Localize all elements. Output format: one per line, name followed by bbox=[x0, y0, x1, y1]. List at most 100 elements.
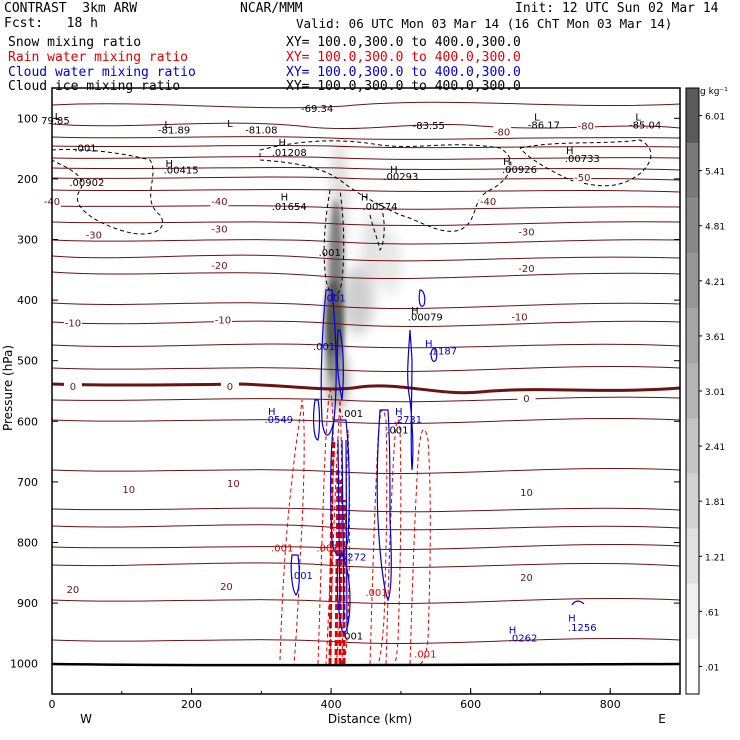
colorbar-swatch bbox=[686, 583, 699, 639]
temperature-label: 20 bbox=[220, 582, 233, 593]
extremum-label: .01654 bbox=[272, 202, 307, 213]
colorbar-label: 2.41 bbox=[705, 443, 725, 453]
field-cloudice-label: Cloud ice mixing ratio bbox=[8, 79, 181, 94]
x-axis-label: Distance (km) bbox=[328, 712, 412, 726]
x-tick-label: 600 bbox=[460, 698, 481, 711]
extremum-label: H bbox=[279, 138, 287, 149]
extremum-label: L bbox=[227, 119, 233, 130]
colorbar-swatch bbox=[686, 638, 699, 694]
extremum-label: .001 bbox=[319, 248, 341, 259]
colorbar: .01 .61 1.21 1.81 2.41 3.01 3.61 4.21 4.81 5.41 6.… bbox=[685, 87, 725, 695]
extremum-label: .00926 bbox=[502, 165, 537, 176]
y-tick-label: 800 bbox=[17, 537, 38, 550]
y-tick-label: 400 bbox=[17, 294, 38, 307]
temp-label-bg bbox=[217, 580, 236, 592]
colorbar-label: 5.41 bbox=[705, 168, 725, 178]
x-axis: 0 200 400 600 800 bbox=[49, 688, 681, 711]
colorbar-label: .01 bbox=[705, 663, 719, 673]
temp-label-bg bbox=[573, 171, 592, 183]
temperature-labels: -80-80-50-40 -40 -40-30-30 -30-20 -20-10 -10-… bbox=[43, 120, 595, 596]
colorbar-label: 3.01 bbox=[705, 388, 725, 398]
x-tick-label: 400 bbox=[321, 698, 342, 711]
temp-label-bg bbox=[479, 196, 498, 208]
temp-label-bg bbox=[210, 259, 229, 271]
temp-label-bg bbox=[517, 262, 536, 274]
temp-label-bg bbox=[517, 487, 536, 499]
colorbar-swatch bbox=[686, 418, 699, 474]
center-title: NCAR/MMM bbox=[240, 1, 303, 16]
temp-label-bg bbox=[119, 483, 138, 495]
extremum-label: .001 bbox=[365, 588, 387, 599]
temp-label-bg bbox=[213, 314, 232, 326]
extremum-label: .00293 bbox=[383, 172, 418, 183]
temperature-label: -50 bbox=[574, 173, 590, 184]
temp-label-bg bbox=[576, 120, 595, 132]
colorbar-label: 3.61 bbox=[705, 333, 725, 343]
extremum-label: .00574 bbox=[362, 202, 397, 213]
temp-label-bg bbox=[210, 223, 229, 235]
temp-label-bg bbox=[210, 196, 229, 208]
extremum-label: .01208 bbox=[272, 148, 307, 159]
extremum-label: .001 bbox=[291, 571, 313, 582]
extremum-label: H bbox=[568, 613, 576, 624]
temp-label-bg bbox=[224, 477, 243, 489]
extremum-label: L bbox=[164, 120, 170, 131]
colorbar-label: 1.21 bbox=[705, 553, 725, 563]
temperature-label: -30 bbox=[518, 227, 534, 238]
colorbar-unit: g kg⁻¹ bbox=[700, 87, 728, 97]
temp-label-bg bbox=[220, 380, 239, 392]
extremum-label: H bbox=[411, 306, 419, 317]
y-tick-label: 300 bbox=[17, 234, 38, 247]
plot-frame bbox=[51, 87, 681, 695]
x-tick-label: 800 bbox=[600, 698, 621, 711]
field-snow-label: Snow mixing ratio bbox=[8, 35, 142, 50]
colorbar-swatch bbox=[686, 253, 699, 309]
y-tick-label: 500 bbox=[17, 355, 38, 368]
surface-line bbox=[51, 662, 681, 667]
extremum-label: H bbox=[509, 625, 517, 636]
temperature-label: -40 bbox=[480, 197, 496, 208]
field-rain-label: Rain water mixing ratio bbox=[8, 50, 189, 65]
extremum-label: .5272 bbox=[338, 553, 367, 564]
extremum-label: -81.89 bbox=[158, 125, 190, 136]
extremum-label: H bbox=[503, 157, 511, 168]
extremum-label: 79.85 bbox=[41, 116, 70, 127]
colorbar-swatch bbox=[686, 88, 699, 144]
temperature-label: -10 bbox=[215, 315, 231, 326]
extremum-label: H bbox=[361, 193, 369, 204]
extremum-label: H bbox=[566, 146, 574, 157]
temperature-label: -20 bbox=[518, 264, 534, 275]
temperature-label: -80 bbox=[578, 121, 594, 132]
temp-label-bg bbox=[517, 571, 536, 583]
extremum-label: .001 bbox=[313, 342, 335, 353]
extremum-label: .0262 bbox=[509, 633, 538, 644]
extremum-label: .001 bbox=[386, 425, 408, 436]
temperature-label: 20 bbox=[520, 573, 533, 584]
temperature-label: 20 bbox=[67, 585, 80, 596]
temp-label-bg bbox=[84, 229, 103, 241]
colorbar-label: 6.01 bbox=[705, 113, 725, 123]
init-time: Init: 12 UTC Sun 02 Mar 14 bbox=[515, 1, 719, 16]
temp-label-bg bbox=[63, 380, 82, 392]
extremum-label: -81.08 bbox=[245, 125, 277, 136]
extremum-label: .001 bbox=[316, 544, 338, 555]
extremum-label: L bbox=[534, 113, 540, 124]
temperature-label: -10 bbox=[511, 312, 527, 323]
extrema-labels: L79.85 L-81.89L-81.08-69.34-83.55L-86.17L… bbox=[41, 104, 661, 660]
extremum-label: .1256 bbox=[568, 623, 597, 634]
extremum-label: .2731 bbox=[394, 415, 423, 426]
colorbar-swatch bbox=[686, 363, 699, 419]
temp-label-bg bbox=[493, 126, 512, 138]
field-cloudwater-label: Cloud water mixing ratio bbox=[8, 65, 196, 80]
temp-label-bg bbox=[63, 317, 82, 329]
colorbar-label: 1.81 bbox=[705, 498, 725, 508]
extremum-label: L bbox=[635, 113, 641, 124]
colorbar-swatch bbox=[686, 528, 699, 584]
y-tick-label: 200 bbox=[17, 173, 38, 186]
extremum-label: .00079 bbox=[408, 313, 443, 324]
field-cloudice-xy: XY= 100.0,300.0 to 400.0,300.0 bbox=[286, 79, 521, 94]
temp-label-bg bbox=[517, 226, 536, 238]
temperature-label: -20 bbox=[211, 261, 227, 272]
colorbar-label: .61 bbox=[705, 608, 719, 618]
extremum-label: H bbox=[425, 339, 433, 350]
